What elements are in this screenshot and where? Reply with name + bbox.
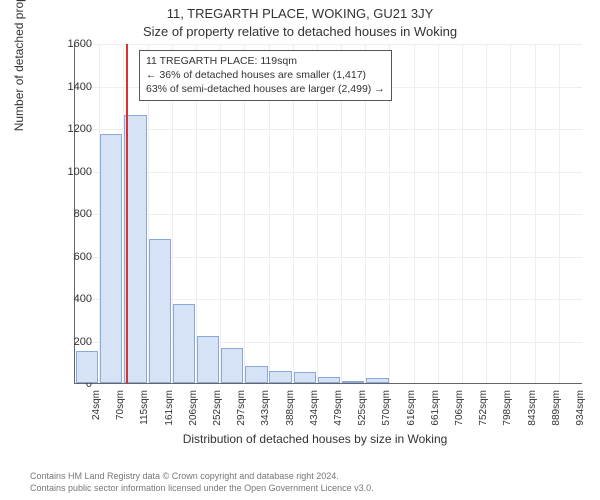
histogram-bar (173, 304, 195, 383)
histogram-bar (100, 134, 122, 383)
histogram-bar (149, 239, 171, 384)
footer-line-1: Contains HM Land Registry data © Crown c… (30, 470, 374, 482)
footer-attribution: Contains HM Land Registry data © Crown c… (30, 470, 374, 494)
y-tick-label: 1200 (52, 123, 92, 135)
annotation-line-3: 63% of semi-detached houses are larger (… (146, 82, 385, 96)
histogram-bar (342, 381, 364, 383)
plot-area: 0200400600800100012001400160024sqm70sqm1… (74, 44, 582, 384)
gridline-h (75, 214, 582, 215)
histogram-chart: Number of detached properties 0200400600… (48, 44, 582, 418)
page-title-address: 11, TREGARTH PLACE, WOKING, GU21 3JY (0, 0, 600, 21)
histogram-bar (294, 372, 316, 383)
annotation-line-1: 11 TREGARTH PLACE: 119sqm (146, 54, 385, 68)
histogram-bar (221, 348, 243, 383)
y-tick-label: 600 (52, 251, 92, 263)
gridline-v (486, 44, 487, 383)
gridline-h (75, 172, 582, 173)
annotation-box: 11 TREGARTH PLACE: 119sqm ← 36% of detac… (139, 50, 392, 101)
histogram-bar (245, 366, 267, 383)
gridline-v (510, 44, 511, 383)
gridline-h (75, 129, 582, 130)
y-tick-label: 1600 (52, 38, 92, 50)
footer-line-2: Contains public sector information licen… (30, 482, 374, 494)
gridline-v (462, 44, 463, 383)
marker-line (126, 44, 128, 383)
gridline-v (559, 44, 560, 383)
page-title-description: Size of property relative to detached ho… (0, 21, 600, 39)
histogram-bar (318, 377, 340, 383)
histogram-bar (76, 351, 98, 383)
gridline-v (535, 44, 536, 383)
annotation-line-2: ← 36% of detached houses are smaller (1,… (146, 68, 385, 82)
y-tick-label: 800 (52, 208, 92, 220)
y-tick-label: 1400 (52, 81, 92, 93)
histogram-bar (366, 378, 388, 383)
y-tick-label: 200 (52, 336, 92, 348)
gridline-v (414, 44, 415, 383)
gridline-h (75, 44, 582, 45)
histogram-bar (269, 371, 291, 383)
y-tick-label: 400 (52, 293, 92, 305)
gridline-v (438, 44, 439, 383)
y-axis-label: Number of detached properties (12, 0, 26, 131)
y-tick-label: 1000 (52, 166, 92, 178)
histogram-bar (197, 336, 219, 383)
